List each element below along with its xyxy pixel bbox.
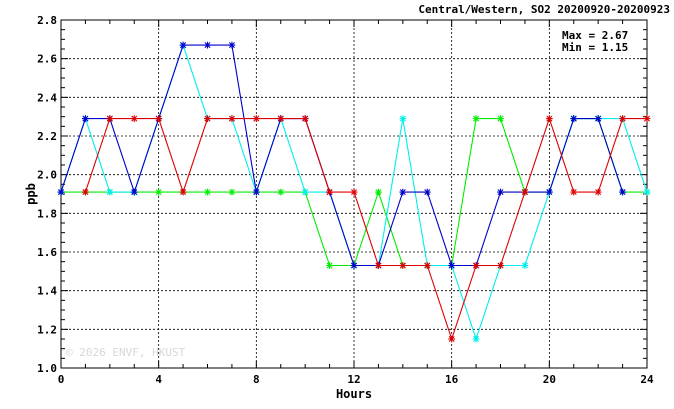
data-point-marker	[57, 188, 65, 196]
y-tick-label: 2.6	[37, 53, 57, 66]
data-point-marker	[130, 115, 138, 122]
data-point-marker	[594, 115, 602, 122]
data-point-marker	[350, 188, 358, 196]
data-point-marker	[643, 115, 651, 122]
data-point-marker	[155, 115, 163, 122]
x-tick-label: 24	[640, 373, 654, 386]
data-point-marker	[399, 188, 407, 196]
y-axis-tick-labels: 1.0 1.2 1.4 1.6 1.8 2.0 2.2 2.4 2.6 2.8	[37, 14, 57, 375]
y-tick-label: 1.4	[37, 285, 57, 298]
data-point-marker	[155, 188, 163, 196]
data-point-marker	[204, 41, 211, 49]
min-annotation: Min = 1.15	[562, 41, 628, 54]
data-point-marker	[497, 188, 504, 196]
series-line	[84, 116, 647, 341]
x-tick-label: 16	[445, 373, 459, 386]
data-point-marker	[448, 262, 456, 269]
data-point-marker	[570, 115, 578, 122]
y-tick-label: 1.8	[37, 207, 57, 220]
data-point-marker	[472, 115, 480, 122]
data-point-marker	[545, 115, 553, 122]
data-point-marker	[82, 188, 89, 196]
y-tick-label: 1.2	[37, 323, 57, 336]
data-series	[57, 41, 651, 343]
data-point-marker	[130, 188, 138, 196]
data-point-marker	[375, 188, 382, 196]
data-point-marker	[228, 115, 236, 122]
data-point-marker	[399, 115, 407, 122]
x-tick-label: 20	[543, 373, 556, 386]
y-tick-label: 2.0	[37, 169, 57, 182]
data-point-marker	[497, 262, 504, 269]
data-point-marker	[472, 262, 480, 269]
data-point-marker	[619, 188, 626, 196]
grid-lines	[61, 20, 647, 368]
series-4	[82, 115, 651, 343]
data-point-marker	[106, 115, 114, 122]
chart-title: Central/Western, SO2 20200920-20200923	[418, 3, 670, 16]
data-point-marker	[643, 188, 651, 196]
data-point-marker	[375, 262, 382, 269]
data-point-marker	[179, 188, 187, 196]
copyright-watermark: © 2026 ENVF, HKUST	[66, 346, 186, 359]
x-tick-label: 8	[253, 373, 260, 386]
x-tick-label: 0	[58, 373, 65, 386]
data-point-marker	[350, 262, 358, 269]
data-point-marker	[252, 115, 260, 122]
data-point-marker	[570, 188, 578, 196]
data-point-marker	[228, 41, 236, 49]
y-axis-label: ppb	[24, 183, 38, 205]
axis-ticks	[60, 19, 648, 369]
data-point-marker	[545, 188, 553, 196]
y-tick-label: 1.0	[37, 362, 57, 375]
data-point-marker	[228, 188, 236, 196]
data-point-marker	[301, 115, 309, 122]
data-point-marker	[204, 188, 211, 196]
y-tick-label: 1.6	[37, 246, 57, 259]
data-point-marker	[106, 188, 114, 196]
data-point-marker	[179, 41, 187, 49]
x-axis-label: Hours	[336, 387, 372, 401]
data-point-marker	[472, 335, 480, 343]
data-point-marker	[521, 262, 529, 269]
y-tick-label: 2.2	[37, 130, 57, 143]
data-point-marker	[497, 115, 504, 122]
data-point-marker	[326, 188, 333, 196]
max-annotation: Max = 2.67	[562, 29, 628, 42]
x-tick-label: 12	[347, 373, 360, 386]
data-point-marker	[277, 188, 285, 196]
y-tick-label: 2.8	[37, 14, 57, 27]
x-tick-label: 4	[155, 373, 162, 386]
data-point-marker	[82, 115, 89, 122]
data-point-marker	[277, 115, 285, 122]
y-tick-label: 2.4	[37, 91, 57, 104]
data-point-marker	[619, 115, 626, 122]
data-point-marker	[204, 115, 211, 122]
series-line	[60, 44, 624, 267]
data-point-marker	[423, 188, 431, 196]
data-point-marker	[399, 262, 407, 269]
data-point-marker	[448, 335, 456, 343]
data-point-marker	[326, 262, 333, 269]
data-point-marker	[423, 262, 431, 269]
data-point-marker	[301, 188, 309, 196]
x-axis-tick-labels: 0 4 8 12 16 20 24	[58, 373, 654, 386]
data-point-marker	[521, 188, 529, 196]
data-point-marker	[594, 188, 602, 196]
data-point-marker	[252, 188, 260, 196]
